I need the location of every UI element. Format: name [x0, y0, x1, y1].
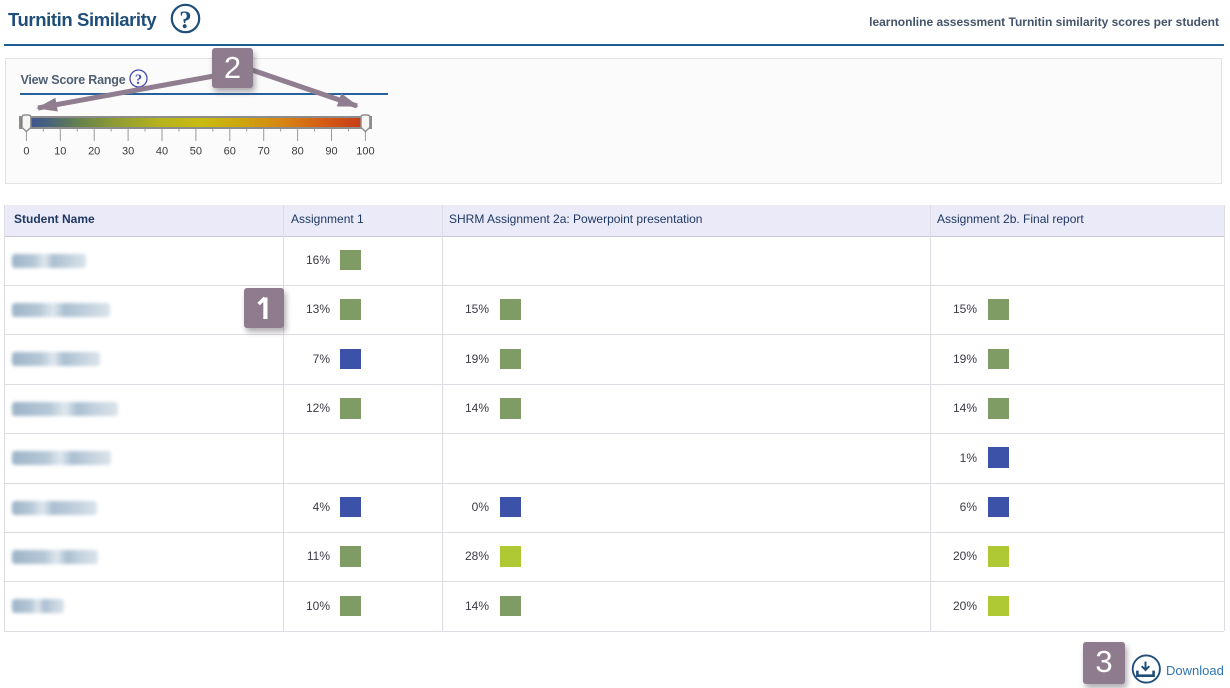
svg-text:20: 20	[88, 146, 100, 158]
svg-text:0: 0	[23, 146, 29, 158]
svg-text:30: 30	[122, 146, 134, 158]
svg-text:10: 10	[54, 146, 66, 158]
svg-text:?: ?	[135, 72, 142, 88]
svg-text:80: 80	[291, 146, 303, 158]
svg-text:?: ?	[179, 7, 192, 34]
svg-text:90: 90	[325, 146, 337, 158]
svg-text:50: 50	[190, 146, 202, 158]
svg-text:70: 70	[258, 146, 270, 158]
svg-text:40: 40	[156, 146, 168, 158]
svg-text:60: 60	[224, 146, 236, 158]
svg-text:100: 100	[356, 146, 374, 158]
